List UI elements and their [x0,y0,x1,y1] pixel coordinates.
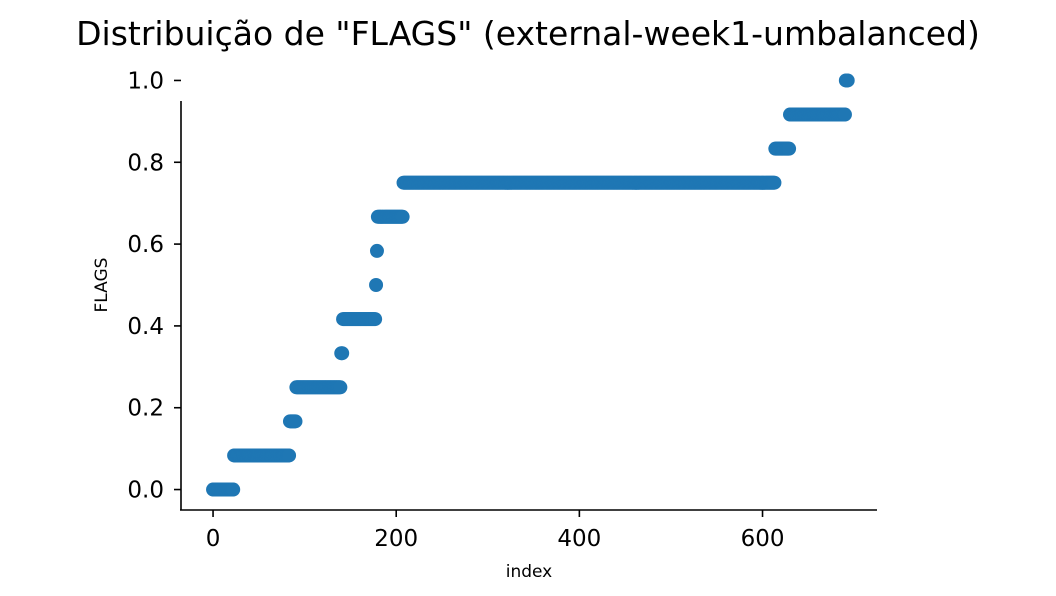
data-point [368,312,383,327]
y-tick-label: 0.6 [127,232,164,258]
x-axis-ticks: 0 200 400 600 [206,510,785,552]
y-axis-label: FLAGS [92,258,112,313]
x-tick-label: 400 [557,526,601,552]
y-tick-label: 0.2 [127,396,164,422]
x-tick-label: 200 [374,526,418,552]
data-point [395,209,410,224]
data-point [282,448,297,463]
data-point [840,73,855,88]
data-point [837,107,852,122]
y-tick-label: 0.4 [127,314,164,340]
data-point [767,175,782,190]
data-point [782,141,797,156]
y-tick-label: 1.0 [127,68,164,94]
data-points [206,73,855,497]
y-tick-label: 0.0 [127,478,164,504]
y-tick-label: 0.8 [127,150,164,176]
data-point [333,380,348,395]
data-point [226,482,241,497]
x-axis-label: index [506,562,553,582]
x-tick-label: 600 [741,526,785,552]
chart-title: Distribuição de "FLAGS" (external-week1-… [76,14,980,53]
y-axis-ticks: 0.0 0.2 0.4 0.6 0.8 1.0 [127,68,181,504]
data-point [335,346,350,361]
data-point [369,278,384,292]
data-point [369,243,384,258]
x-tick-label: 0 [206,526,221,552]
data-point [288,414,303,429]
